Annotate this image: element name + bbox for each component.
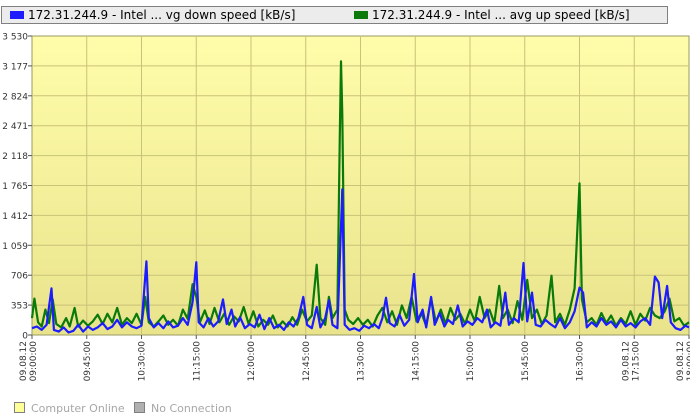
legend-label-down: 172.31.244.9 - Intel ... vg down speed [… xyxy=(28,8,296,22)
x-tick-label: 15:00:00 xyxy=(466,341,476,382)
legend-item-up-speed[interactable]: 172.31.244.9 - Intel ... avg up speed [k… xyxy=(354,8,630,22)
grid-lines xyxy=(32,36,689,335)
y-tick-label: 1 059 xyxy=(2,242,28,252)
x-tick-label: 09.08.1218:00:00 xyxy=(676,341,690,382)
x-axis: 09.08.1209:00:00 09:45:00 10:30:00 11:15:00… xyxy=(19,335,690,381)
y-tick-label: 2 824 xyxy=(2,92,28,102)
y-axis: 0 353 706 1 059 1 412 1 765 2 118 2 471 2 824 3 1… xyxy=(2,33,32,342)
x-tick-label: 11:15:00 xyxy=(192,341,202,382)
x-tick-label: 15:45:00 xyxy=(521,341,531,382)
x-tick-label: 09.08.1217:15:00 xyxy=(621,341,641,382)
y-tick-label: 706 xyxy=(11,272,28,282)
legend-swatch-down xyxy=(10,11,24,19)
y-tick-label: 2 471 xyxy=(2,122,28,132)
x-tick-label: 12:45:00 xyxy=(302,341,312,382)
status-no-connection: No Connection xyxy=(134,402,232,415)
y-tick-label: 1 412 xyxy=(2,212,28,222)
speed-chart: 0 353 706 1 059 1 412 1 765 2 118 2 471 2 824 3 1… xyxy=(2,33,690,382)
y-tick-label: 1 765 xyxy=(2,182,28,192)
x-tick-label: 12:00:00 xyxy=(247,341,257,382)
y-tick-label: 2 118 xyxy=(2,152,28,162)
y-tick-label: 0 xyxy=(22,332,28,342)
legend-label-up: 172.31.244.9 - Intel ... avg up speed [k… xyxy=(372,8,630,22)
series-line-up-speed xyxy=(30,60,690,329)
chart-legend: 172.31.244.9 - Intel ... vg down speed [… xyxy=(1,6,668,24)
series-line-down-speed xyxy=(31,188,690,334)
status-computer-online: Computer Online xyxy=(14,402,125,415)
y-tick-label: 353 xyxy=(11,302,28,312)
legend-item-down-speed[interactable]: 172.31.244.9 - Intel ... vg down speed [… xyxy=(10,8,295,22)
series-lines xyxy=(30,60,690,334)
x-tick-label: 13:30:00 xyxy=(357,341,367,382)
y-tick-label: 3 530 xyxy=(2,33,28,43)
status-no-connection-label: No Connection xyxy=(151,402,232,415)
x-tick-label: 09.08.1209:00:00 xyxy=(19,341,39,382)
y-tick-label: 3 177 xyxy=(2,62,28,72)
status-no-connection-swatch xyxy=(134,402,145,413)
status-online-swatch xyxy=(14,402,25,413)
x-tick-label: 14:15:00 xyxy=(411,341,421,382)
x-tick-label: 09:45:00 xyxy=(83,341,93,382)
legend-swatch-up xyxy=(354,11,368,19)
x-tick-label: 16:30:00 xyxy=(576,341,586,382)
status-online-label: Computer Online xyxy=(31,402,125,415)
x-tick-label: 10:30:00 xyxy=(138,341,148,382)
